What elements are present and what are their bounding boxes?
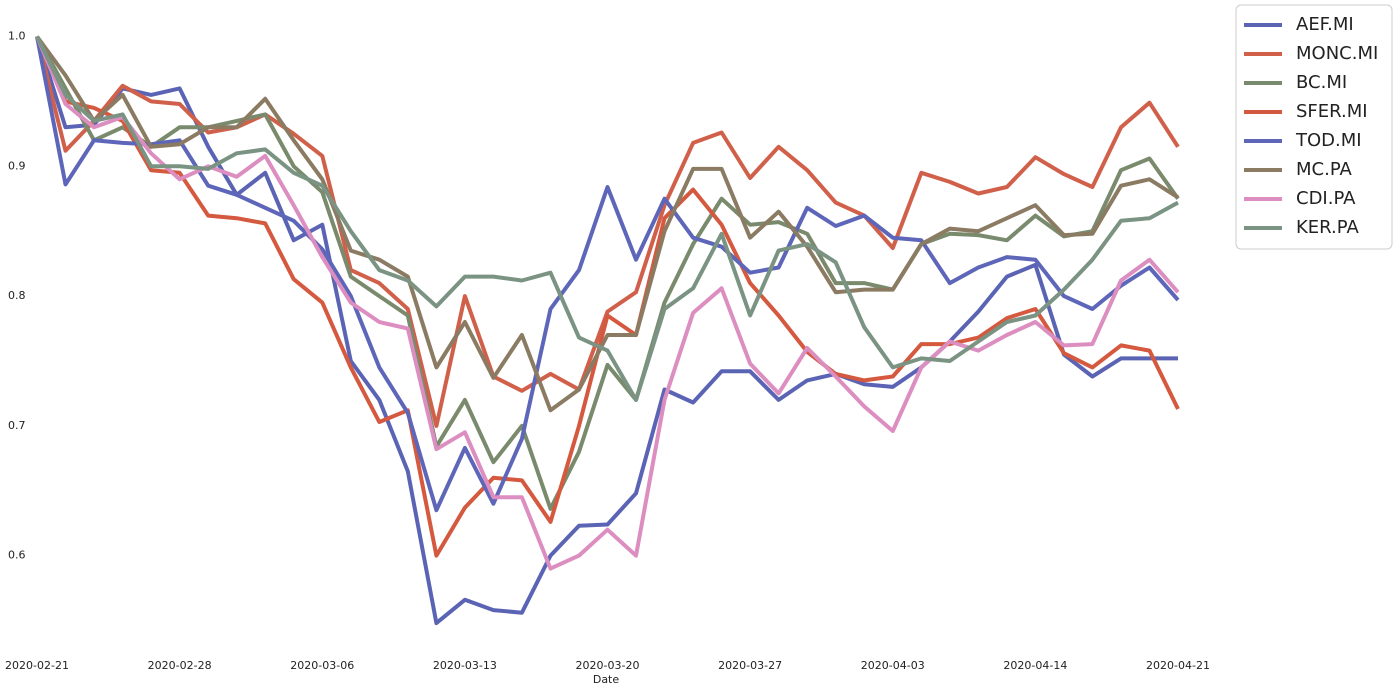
x-axis-label: Date <box>593 673 620 686</box>
x-tick-label: 2020-03-27 <box>718 659 782 672</box>
series-line <box>35 36 1180 513</box>
y-tick-label: 0.7 <box>8 419 26 432</box>
y-tick-label: 1.0 <box>8 29 26 42</box>
x-tick-label: 2020-04-14 <box>1003 659 1067 672</box>
legend-label: MONC.MI <box>1296 43 1378 64</box>
legend-box <box>1235 4 1393 250</box>
series-line <box>35 35 1180 558</box>
x-tick-label: 2020-03-13 <box>433 659 497 672</box>
y-tick-label: 0.9 <box>8 159 26 172</box>
x-tick-label: 2020-02-28 <box>148 659 212 672</box>
series-line <box>35 35 1180 571</box>
legend-label: TOD.MI <box>1295 130 1362 151</box>
x-tick-label: 2020-04-21 <box>1146 659 1210 672</box>
legend-label: SFER.MI <box>1296 101 1368 122</box>
x-tick-label: 2020-02-21 <box>5 659 69 672</box>
series-line <box>35 35 1180 511</box>
legend-label: KER.PA <box>1296 217 1359 238</box>
series-line <box>35 35 1179 402</box>
x-tick-label: 2020-03-20 <box>576 659 640 672</box>
legend: AEF.MI MONC.MI BC.MI SFER.MI TOD.MI MC.PA CDI.… <box>1235 4 1393 250</box>
y-tick-label: 0.8 <box>8 289 26 302</box>
series-line <box>35 35 1178 626</box>
legend-label: CDI.PA <box>1296 188 1356 209</box>
legend-label: AEF.MI <box>1296 14 1354 35</box>
legend-label: BC.MI <box>1296 72 1347 93</box>
series-line <box>35 35 1180 413</box>
legend-label: MC.PA <box>1296 159 1353 180</box>
x-tick-label: 2020-03-06 <box>290 659 354 672</box>
y-tick-label: 0.6 <box>8 549 26 562</box>
x-tick-label: 2020-04-03 <box>861 659 925 672</box>
